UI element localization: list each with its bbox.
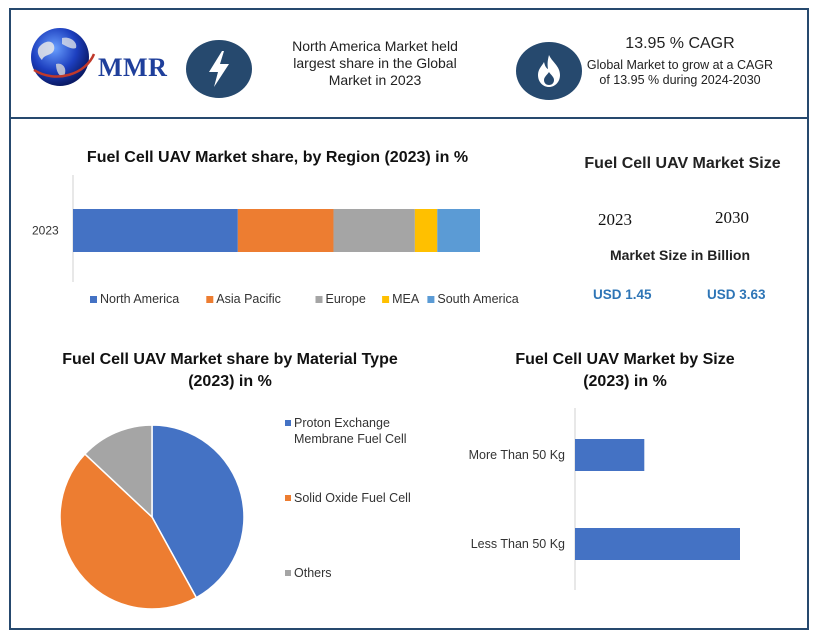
size-bar-2 (575, 528, 740, 560)
market-size-subtitle: Market Size in Billion (609, 247, 751, 263)
region-legend-label: MEA (392, 292, 420, 306)
region-bar-north-america (73, 209, 238, 252)
size-bar-1 (575, 439, 645, 471)
pie-slice-2 (59, 452, 198, 610)
pie-legend-swatch (285, 570, 291, 576)
size-category-label: More Than 50 Kg (469, 448, 565, 462)
market-size-value-2030: USD 3.63 (707, 287, 766, 302)
region-legend-swatch (315, 296, 323, 303)
region-legend-label: South America (437, 292, 518, 306)
logo: MMR (26, 24, 176, 90)
market-size-year-2030: 2030 (715, 208, 749, 227)
market-size-value-2023: USD 1.45 (593, 287, 652, 302)
region-chart: 2023 North America Asia Pacific Europe MEA So… (32, 175, 519, 306)
globe-icon (31, 28, 96, 86)
material-pie-chart: Proton Exchange Membrane Fuel Cell Solid O… (59, 416, 411, 610)
header-divider (9, 117, 809, 119)
pie-legend-label: Proton Exchange Membrane Fuel Cell (294, 416, 407, 446)
region-category-label: 2023 (32, 224, 59, 238)
material-chart-title: Fuel Cell UAV Market share by Material T… (62, 351, 398, 390)
size-bar-chart: More Than 50 Kg Less Than 50 Kg (469, 408, 740, 590)
region-chart-title: Fuel Cell UAV Market share, by Region (2… (86, 149, 469, 166)
infographic-frame (9, 8, 809, 630)
region-bar-south-america (437, 209, 480, 252)
headline-north-america: North America Market held largest share … (292, 38, 458, 88)
region-legend-label: Asia Pacific (216, 292, 281, 306)
size-chart-title: Fuel Cell UAV Market by Size (2023) in % (515, 351, 735, 390)
lightning-icon (209, 51, 229, 87)
region-legend-swatch (206, 296, 214, 303)
pie-slice-3 (83, 424, 153, 519)
cagr-title: 13.95 % CAGR (625, 35, 735, 52)
lightning-badge (186, 40, 252, 98)
pie-legend-swatch (285, 495, 291, 501)
region-legend-swatch (427, 296, 435, 303)
region-legend-swatch (382, 296, 390, 303)
pie-legend-swatch (285, 420, 291, 426)
region-legend-label: Europe (326, 292, 366, 306)
market-size-title: Fuel Cell UAV Market Size (584, 155, 781, 172)
pie-legend-label: Others (294, 566, 332, 580)
region-bar-mea (414, 209, 438, 252)
size-category-label: Less Than 50 Kg (471, 537, 565, 551)
region-bar-asia-pacific (237, 209, 334, 252)
pie-slice-1 (151, 424, 245, 599)
region-legend-swatch (90, 296, 97, 303)
pie-legend-label: Solid Oxide Fuel Cell (294, 491, 411, 505)
region-bar-europe (333, 209, 415, 252)
cagr-description: Global Market to grow at a CAGR of 13.95… (586, 58, 774, 87)
flame-badge (516, 42, 582, 100)
region-legend-label: North America (100, 292, 179, 306)
market-size-year-2023: 2023 (598, 210, 632, 229)
flame-icon (538, 55, 560, 87)
logo-text: MMR (98, 53, 168, 82)
